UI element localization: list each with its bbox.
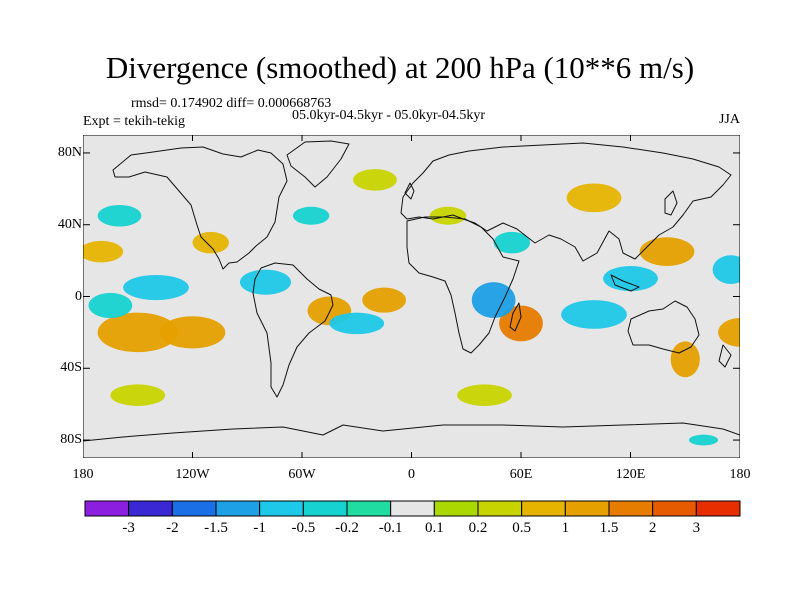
coastline-layer — [83, 140, 740, 442]
plot-title: Divergence (smoothed) at 200 hPa (10**6 … — [105, 50, 695, 85]
y-tick-label: 0 — [75, 288, 82, 304]
colorbar-label: -0.2 — [335, 520, 359, 536]
anomaly-region — [329, 312, 385, 335]
coast-japan — [664, 190, 678, 216]
anomaly-region — [566, 183, 622, 213]
colorbar-swatch — [84, 500, 130, 517]
y-tick-label: 40N — [57, 216, 82, 232]
axis-ticks — [83, 135, 740, 458]
colorbar-label: 1 — [561, 520, 570, 536]
anomaly-region — [362, 287, 407, 313]
coast-south-america — [252, 262, 334, 398]
anomaly-region — [110, 384, 166, 406]
anomaly-region — [471, 282, 516, 319]
x-tick-label: 60W — [288, 467, 316, 482]
anomaly-field-layer — [83, 169, 740, 446]
anomaly-region — [88, 292, 133, 319]
anomaly-region — [670, 341, 700, 378]
anomaly-region — [457, 384, 512, 406]
anomaly-region — [712, 255, 740, 284]
x-tick-label: 120W — [175, 467, 210, 482]
coast-madagascar — [509, 302, 522, 332]
anomaly-region — [97, 312, 178, 353]
season-text: JJA — [718, 112, 740, 127]
anomaly-region — [603, 265, 658, 292]
coast-australia — [627, 300, 700, 354]
anomaly-region — [561, 300, 627, 329]
anomaly-region — [292, 206, 330, 225]
colorbar-label: -1.5 — [204, 520, 228, 536]
colorbar-label: -3 — [122, 520, 135, 536]
colorbar-swatch — [564, 500, 610, 517]
colorbar-swatch — [390, 500, 435, 517]
coast-greenland — [286, 140, 350, 188]
coast-new-zealand — [718, 344, 732, 368]
colorbar-label: 3 — [692, 520, 701, 536]
colorbar-label: -1 — [253, 520, 266, 536]
coast-africa — [406, 216, 520, 354]
anomaly-region — [97, 204, 142, 227]
experiment-text: Expt = tekih-tekig — [83, 114, 185, 129]
y-tick-label: 80S — [60, 432, 82, 448]
coast-europe-asia — [400, 142, 732, 262]
anomaly-region — [159, 316, 226, 349]
stats-text: rmsd= 0.174902 diff= 0.000668763 — [131, 96, 332, 111]
coast-uk — [404, 182, 415, 200]
colorbar-swatch — [433, 500, 479, 517]
anomaly-region — [639, 237, 695, 266]
anomaly-region — [239, 269, 292, 295]
coast-indonesia — [610, 274, 640, 292]
colorbar-label: 0.2 — [468, 520, 488, 536]
colorbar-swatch — [259, 500, 304, 517]
x-tick-label: 60E — [509, 467, 533, 482]
anomaly-region — [493, 231, 531, 254]
colorbar-label: -2 — [166, 520, 179, 536]
y-tick-label: 80N — [57, 144, 82, 160]
y-tick-label: 40S — [60, 360, 82, 376]
anomaly-region — [718, 318, 740, 347]
colorbar-swatch — [171, 500, 217, 517]
x-tick-label: 120E — [615, 467, 646, 482]
colorbar-swatch — [477, 500, 523, 517]
colorbar-swatch — [652, 500, 697, 517]
colorbar — [84, 500, 741, 517]
colorbar-swatch — [521, 500, 566, 517]
colorbar-swatch — [215, 500, 261, 517]
colorbar-label: 2 — [648, 520, 657, 536]
anomaly-region — [353, 169, 397, 191]
colorbar-swatch — [128, 500, 173, 517]
period-text: 05.0kyr-04.5kyr - 05.0kyr-04.5kyr — [292, 108, 486, 123]
divergence-map — [83, 135, 740, 458]
anomaly-region — [83, 240, 124, 263]
colorbar-swatch — [608, 500, 654, 517]
map-background — [83, 135, 740, 458]
colorbar-label: 0.1 — [424, 520, 444, 536]
coast-antarctica — [83, 422, 740, 442]
anomaly-region — [192, 231, 229, 254]
x-tick-label: 180 — [729, 467, 751, 482]
colorbar-label: -0.1 — [378, 520, 403, 536]
anomaly-region — [123, 274, 189, 301]
colorbar-label: -0.5 — [291, 520, 316, 536]
colorbar-label: 1.5 — [599, 520, 619, 536]
x-tick-label: 0 — [408, 467, 415, 482]
anomaly-region — [499, 305, 543, 342]
coast-north-america — [112, 146, 288, 270]
anomaly-region — [688, 434, 719, 446]
colorbar-label: 0.5 — [512, 520, 532, 536]
colorbar-swatch — [346, 500, 392, 517]
colorbar-swatch — [302, 500, 348, 517]
colorbar-swatch — [695, 500, 741, 517]
x-tick-label: 180 — [72, 467, 94, 482]
